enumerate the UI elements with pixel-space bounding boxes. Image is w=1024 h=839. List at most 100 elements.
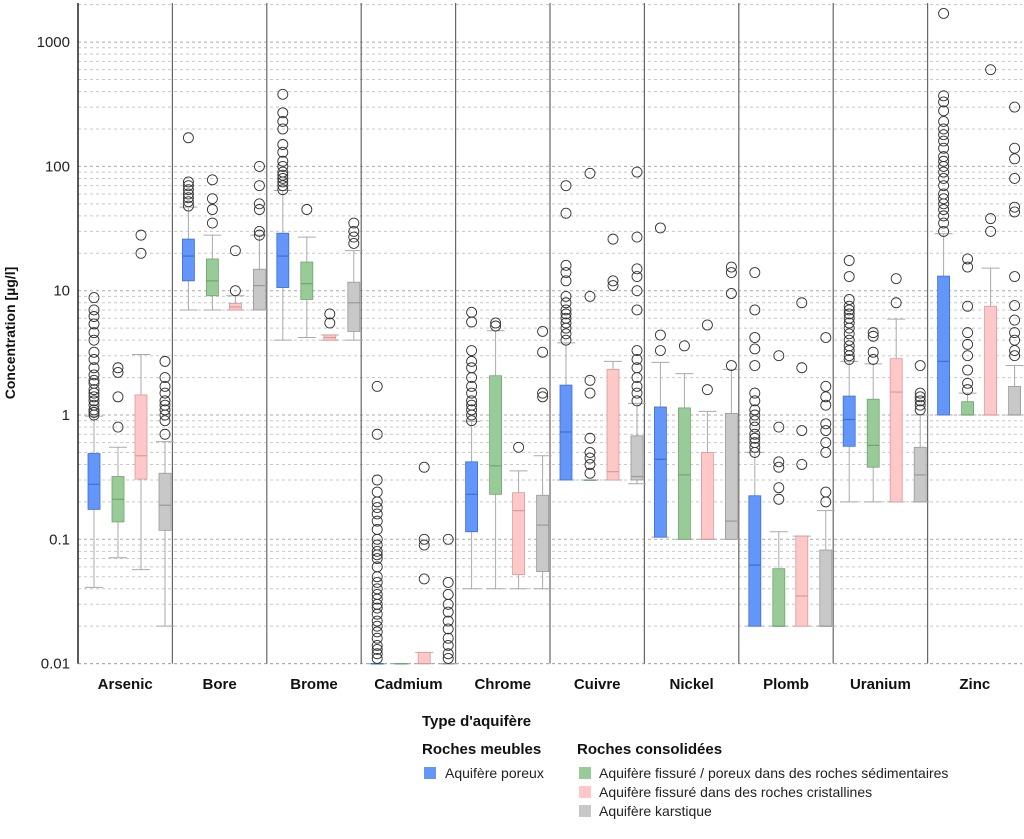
box-brome-1	[273, 88, 292, 341]
box-uranium-2	[864, 327, 883, 503]
box-iqr	[465, 461, 479, 533]
outlier-point	[253, 229, 265, 241]
box-iqr	[937, 275, 950, 416]
box-zinc-1	[934, 8, 953, 416]
outlier-point	[749, 360, 761, 371]
outlier-point	[631, 362, 643, 374]
box-iqr	[842, 395, 856, 447]
outlier-point	[277, 155, 289, 167]
outlier-point	[843, 353, 855, 365]
box-arsenic-1	[85, 292, 103, 588]
box-brome-3	[320, 308, 339, 341]
outlier-point	[537, 387, 549, 399]
outlier-point	[1009, 327, 1021, 339]
outlier-point	[88, 362, 100, 374]
box-bore-3	[226, 245, 245, 311]
x-category-label: Arsenic	[98, 676, 153, 693]
outlier-point	[560, 290, 572, 302]
legend-title: Type d'aquifère	[422, 713, 531, 730]
box-iqr	[961, 401, 974, 416]
outlier-point	[654, 345, 666, 356]
box-iqr	[984, 305, 997, 416]
box-iqr	[889, 358, 903, 503]
outlier-point	[88, 318, 100, 330]
outlier-point	[938, 135, 950, 147]
x-category-label: Plomb	[763, 676, 809, 693]
legend-item-cristallines: Aquifère fissuré dans des roches cristal…	[599, 784, 872, 800]
outlier-point	[560, 334, 572, 346]
outlier-point	[371, 515, 383, 527]
outlier-point	[253, 204, 265, 215]
outlier-point	[88, 384, 100, 396]
outlier-point	[253, 198, 265, 210]
outlier-point	[88, 391, 100, 403]
legend-item-poreux: Aquifère poreux	[445, 765, 544, 781]
outlier-point	[490, 320, 502, 332]
outlier-point	[135, 229, 147, 241]
outlier-point	[938, 105, 950, 117]
outlier-point	[725, 261, 737, 273]
legend-swatch-cristallines	[579, 786, 591, 798]
outlier-point	[348, 231, 360, 243]
outlier-point	[88, 369, 100, 381]
box-zinc-4	[1005, 101, 1024, 416]
x-category-label: Cadmium	[374, 676, 442, 693]
outlier-point	[749, 415, 761, 427]
box-cuivre-4	[628, 166, 646, 485]
box-zinc-3	[981, 64, 1000, 416]
outlier-point	[466, 355, 478, 367]
outlier-point	[371, 653, 383, 664]
outlier-point	[654, 329, 666, 341]
outlier-point	[914, 404, 926, 416]
outlier-point	[1009, 350, 1021, 362]
box-bore-4	[250, 160, 269, 311]
outlier-point	[820, 425, 832, 436]
outlier-point	[442, 653, 454, 664]
outlier-point	[277, 160, 289, 172]
outlier-point	[962, 384, 974, 396]
outlier-point	[607, 280, 619, 292]
outlier-point	[466, 362, 478, 374]
outlier-point	[277, 166, 289, 178]
outlier-point	[938, 90, 950, 102]
box-cadmium-4	[439, 533, 458, 665]
outlier-point	[371, 608, 383, 620]
box-iqr	[181, 238, 195, 282]
outlier-point	[867, 327, 879, 339]
outlier-point	[560, 275, 572, 287]
x-category-label: Chrome	[474, 676, 531, 693]
outlier-point	[88, 353, 100, 365]
outlier-point	[749, 387, 761, 399]
outlier-point	[867, 330, 879, 342]
outlier-point	[371, 643, 383, 655]
legend-item-karstique: Aquifère karstique	[599, 803, 712, 819]
x-category-label: Nickel	[669, 676, 713, 693]
outlier-point	[962, 364, 974, 376]
outlier-point	[88, 327, 100, 339]
outlier-point	[159, 380, 171, 392]
outlier-point	[182, 184, 194, 196]
outlier-point	[749, 421, 761, 433]
outlier-point	[843, 312, 855, 324]
outlier-point	[938, 155, 950, 167]
box-iqr	[276, 232, 290, 288]
outlier-point	[631, 231, 643, 243]
outlier-point	[631, 263, 643, 275]
outlier-point	[584, 459, 596, 470]
outlier-point	[938, 123, 950, 135]
outlier-point	[466, 380, 478, 392]
outlier-point	[560, 317, 572, 329]
outlier-point	[371, 524, 383, 535]
x-category-label: Zinc	[959, 676, 990, 693]
box-brome-4	[344, 217, 363, 341]
outlier-point	[796, 459, 808, 470]
outlier-point	[938, 172, 950, 184]
outlier-point	[914, 391, 926, 403]
outlier-point	[985, 213, 997, 225]
outlier-point	[749, 332, 761, 343]
outlier-point	[843, 294, 855, 305]
outlier-point	[820, 332, 832, 343]
outlier-point	[159, 415, 171, 427]
outlier-point	[938, 115, 950, 127]
outlier-point	[206, 217, 218, 229]
